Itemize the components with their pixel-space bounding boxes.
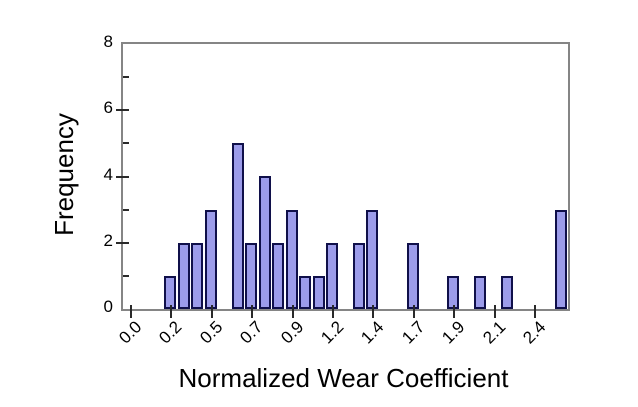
y-axis-minor-tick xyxy=(123,76,129,78)
x-tick-label: 2.1 xyxy=(479,317,510,348)
histogram-bar xyxy=(501,276,513,309)
histogram-bar xyxy=(245,243,257,309)
histogram-bar xyxy=(259,176,271,309)
x-tick-label: 0.7 xyxy=(236,317,267,348)
x-tick-label: 1.2 xyxy=(317,317,348,348)
x-tick-label: 1.9 xyxy=(438,317,469,348)
x-axis-tick xyxy=(372,305,374,318)
y-tick-label: 8 xyxy=(103,32,113,51)
histogram-bar xyxy=(353,243,365,309)
histogram-bar xyxy=(313,276,325,309)
y-axis-major-tick xyxy=(116,109,129,111)
x-axis-tick xyxy=(494,305,496,318)
x-tick-label: 2.4 xyxy=(519,317,550,348)
x-axis-tick xyxy=(453,305,455,318)
histogram-bar xyxy=(232,143,244,309)
x-tick-label: 0.5 xyxy=(196,317,227,348)
x-axis-tick xyxy=(211,305,213,318)
x-tick-label: 0.0 xyxy=(115,317,146,348)
x-tick-label: 0.9 xyxy=(277,317,308,348)
histogram-bar xyxy=(555,210,567,309)
x-tick-label: 0.2 xyxy=(155,317,186,348)
histogram-bar xyxy=(326,243,338,309)
x-tick-label: 1.4 xyxy=(357,317,388,348)
histogram-bar xyxy=(191,243,203,309)
y-tick-label: 2 xyxy=(103,231,113,250)
histogram-bar xyxy=(299,276,311,309)
x-axis-tick xyxy=(534,305,536,318)
y-axis-major-tick xyxy=(116,176,129,178)
x-axis-tick xyxy=(170,305,172,318)
histogram-bar xyxy=(366,210,378,309)
histogram-bar xyxy=(272,243,284,309)
x-axis-tick xyxy=(292,305,294,318)
histogram-bar xyxy=(205,210,217,309)
plot-area xyxy=(121,42,570,311)
x-axis-tick xyxy=(332,305,334,318)
y-axis-minor-tick xyxy=(123,275,129,277)
histogram-bar xyxy=(286,210,298,309)
histogram-bar xyxy=(178,243,190,309)
histogram-bar xyxy=(407,243,419,309)
histogram-bar xyxy=(474,276,486,309)
y-tick-label: 4 xyxy=(103,165,113,184)
y-tick-label: 0 xyxy=(103,297,113,316)
y-axis-minor-tick xyxy=(123,142,129,144)
x-tick-label: 1.7 xyxy=(398,317,429,348)
x-axis-tick xyxy=(130,305,132,318)
y-axis-major-tick xyxy=(116,242,129,244)
x-axis-title: Normalized Wear Coefficient xyxy=(178,363,509,393)
x-axis-tick xyxy=(413,305,415,318)
x-axis-tick xyxy=(251,305,253,318)
y-tick-label: 6 xyxy=(103,98,113,117)
y-axis-minor-tick xyxy=(123,209,129,211)
